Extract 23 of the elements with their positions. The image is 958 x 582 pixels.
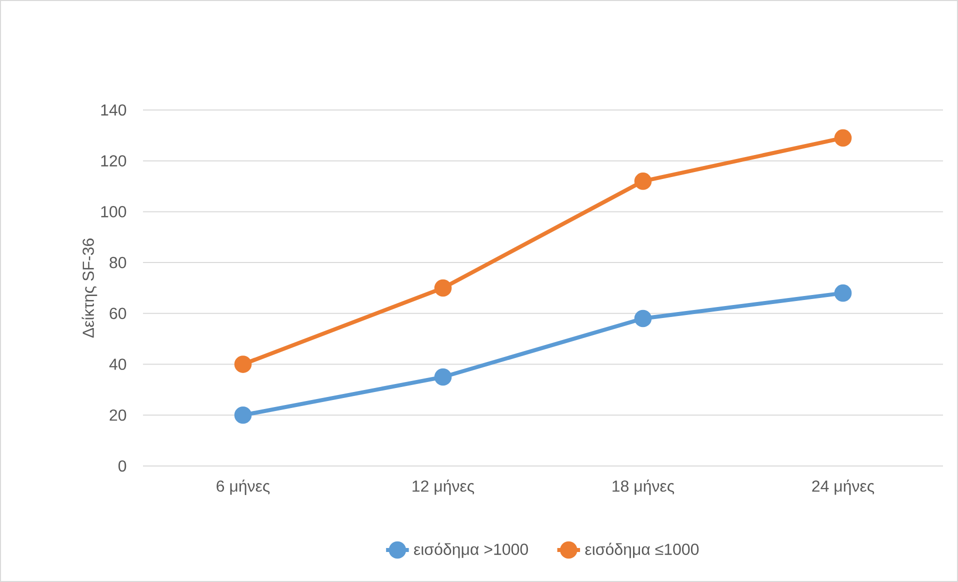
x-tick-label: 24 μήνες (812, 480, 874, 495)
y-tick-label: 40 (109, 358, 126, 370)
point (834, 129, 852, 147)
point (234, 356, 252, 373)
point (834, 284, 852, 302)
y-tick-label: 80 (110, 256, 126, 268)
point (234, 406, 252, 424)
x-tick-label: 12 μήνες (412, 480, 474, 495)
y-tick-label: 140 (101, 104, 126, 116)
point (634, 172, 652, 190)
y-tick-label: 20 (110, 409, 126, 421)
x-tick-label: 6 μήνες (216, 480, 270, 495)
y-tick-label: 120 (101, 155, 126, 167)
y-axis-title: Δείκτης SF-36 (82, 238, 98, 338)
point (634, 310, 652, 328)
x-tick-label: 18 μήνες (612, 480, 674, 495)
legend-label: εισόδημα ≤1000 (585, 542, 699, 558)
y-tick-label: 0 (118, 460, 126, 472)
point (434, 368, 452, 386)
y-tick-label: 60 (110, 308, 126, 320)
y-tick-label: 100 (101, 206, 126, 218)
point (434, 279, 452, 297)
legend-label: εισόδημα >1000 (414, 542, 528, 558)
